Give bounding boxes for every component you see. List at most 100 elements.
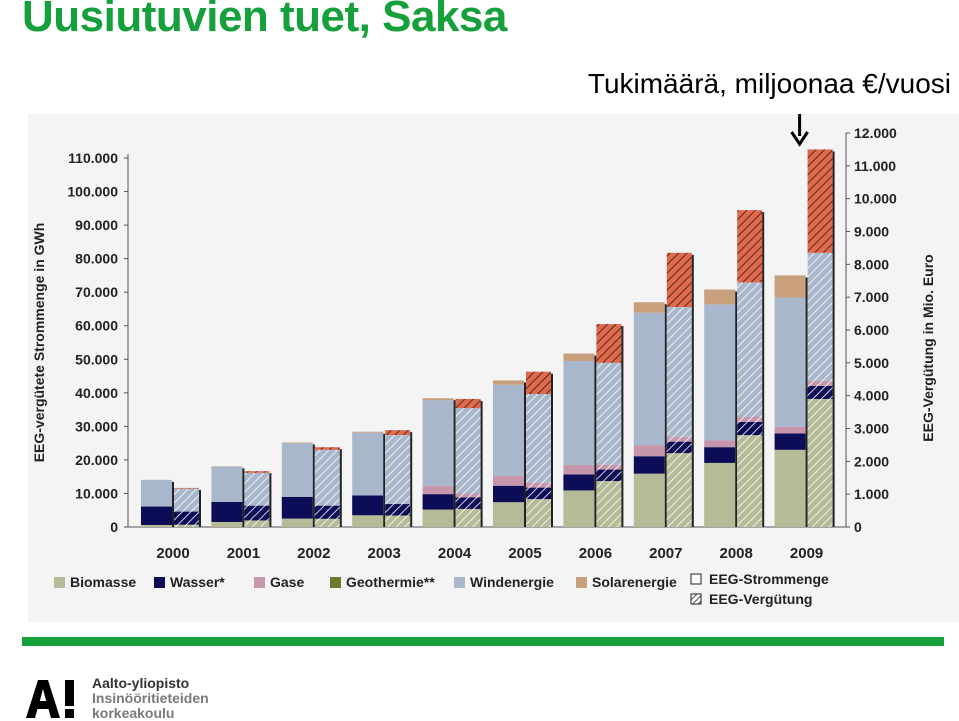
bar-strommenge-wasser	[563, 474, 595, 491]
right-tick-label: 1.000	[854, 486, 889, 502]
bar-strommenge-windenergie	[422, 400, 454, 486]
left-tick-label: 0	[110, 519, 118, 535]
bar-verguetung-solarenergie	[526, 371, 551, 395]
bar-strommenge-windenergie	[633, 312, 665, 446]
x-tick-label: 2007	[649, 545, 682, 562]
brand-line-3: korkeakoulu	[92, 705, 175, 721]
left-tick-label: 20.000	[75, 452, 118, 468]
bar-verguetung-solarenergie	[807, 149, 833, 253]
bar-strommenge-solarenergie	[281, 442, 313, 444]
bar-strommenge-biomasse	[774, 449, 806, 527]
bar-strommenge-solarenergie	[422, 398, 454, 401]
bar-verguetung-gase	[526, 482, 551, 488]
x-tick-label: 2000	[156, 545, 189, 562]
bar-verguetung-windenergie	[385, 435, 411, 505]
bar-strommenge-biomasse	[352, 515, 384, 527]
bar-shadow	[762, 212, 765, 527]
bar-verguetung-solarenergie	[455, 398, 481, 409]
right-tick-label: 5.000	[854, 355, 889, 371]
left-tick-label: 60.000	[75, 318, 118, 334]
bar-verguetung-windenergie	[455, 408, 481, 494]
bar-strommenge-biomasse	[563, 490, 595, 527]
bar-verguetung-windenergie	[807, 252, 833, 381]
left-tick-label: 90.000	[75, 217, 118, 233]
bar-verguetung-biomasse	[737, 435, 763, 527]
bar-verguetung-windenergie	[737, 282, 763, 418]
bar-verguetung-solarenergie	[737, 210, 763, 283]
bar-strommenge-wasser	[141, 506, 172, 525]
right-tick-label: 7.000	[854, 289, 889, 305]
bar-strommenge-gase	[493, 476, 524, 486]
bar-verguetung-windenergie	[244, 472, 270, 506]
bar-shadow	[172, 481, 174, 527]
x-tick-label: 2004	[438, 545, 472, 562]
bar-strommenge-wasser	[281, 496, 313, 519]
bar-verguetung-biomasse	[385, 515, 411, 527]
bar-verguetung-windenergie	[526, 394, 551, 483]
bar-shadow	[199, 489, 201, 527]
bar-strommenge-solarenergie	[352, 431, 384, 433]
bar-verguetung-wasser	[314, 505, 340, 519]
bar-shadow	[551, 373, 553, 527]
bar-shadow	[691, 254, 694, 527]
bar-shadow	[735, 291, 738, 527]
bar-verguetung-solarenergie	[385, 430, 411, 436]
bar-verguetung-gase	[737, 417, 763, 422]
left-tick-label: 30.000	[75, 418, 118, 434]
bar-verguetung-gase	[596, 464, 622, 470]
legend-label: Solarenergie	[592, 574, 677, 590]
x-tick-label: 2006	[579, 545, 612, 562]
legend-swatch	[576, 577, 587, 588]
bar-verguetung-solarenergie	[244, 471, 270, 473]
bar-strommenge-wasser	[633, 456, 665, 474]
x-tick-label: 2003	[368, 545, 401, 562]
bar-verguetung-solarenergie	[174, 487, 199, 489]
annotation-arrow-head	[790, 131, 809, 147]
bar-verguetung-gase	[666, 436, 692, 442]
right-tick-label: 0	[854, 519, 862, 535]
bar-verguetung-solarenergie	[314, 447, 340, 450]
bar-strommenge-gase	[704, 440, 736, 448]
bar-verguetung-solarenergie	[596, 324, 622, 363]
bar-strommenge-windenergie	[493, 384, 524, 477]
bar-strommenge-windenergie	[774, 297, 806, 427]
legend-type-label: EEG-Strommenge	[709, 571, 829, 587]
legend-swatch	[154, 577, 165, 588]
bar-strommenge-solarenergie	[704, 289, 736, 305]
bar-verguetung-gase	[455, 493, 481, 498]
bar-strommenge-windenergie	[211, 466, 243, 502]
bar-verguetung-wasser	[807, 385, 833, 399]
left-tick-label: 10.000	[75, 485, 118, 501]
right-tick-label: 12.000	[854, 125, 897, 141]
x-tick-label: 2005	[508, 545, 541, 562]
left-tick-label: 110.000	[68, 150, 118, 166]
chart-panel: 0 10.000 20.000 30.000 40.000 50.000 60.000 70.…	[28, 114, 959, 622]
bar-shadow	[480, 400, 483, 527]
bar-strommenge-gase	[422, 485, 454, 495]
bar-strommenge-solarenergie	[563, 353, 595, 361]
legend-label: Windenergie	[470, 574, 554, 590]
bar-verguetung-gase	[807, 380, 833, 386]
bar-shadow	[269, 473, 272, 527]
bar-shadow	[805, 277, 808, 527]
bar-strommenge-wasser	[493, 485, 524, 503]
bar-shadow	[621, 326, 624, 527]
bar-verguetung-biomasse	[314, 518, 340, 527]
bar-strommenge-wasser	[211, 501, 243, 522]
right-tick-label: 8.000	[854, 256, 889, 272]
right-tick-label: 11.000	[854, 158, 896, 174]
bar-verguetung-wasser	[596, 469, 622, 482]
right-tick-label: 3.000	[854, 421, 889, 437]
right-tick-label: 4.000	[854, 388, 889, 404]
bar-verguetung-windenergie	[314, 449, 340, 506]
bar-strommenge-biomasse	[281, 518, 313, 527]
bar-verguetung-biomasse	[666, 453, 692, 527]
bar-verguetung-wasser	[174, 511, 199, 525]
bar-shadow	[594, 355, 597, 527]
bar-shadow	[410, 432, 413, 527]
bar-strommenge-windenergie	[563, 360, 595, 465]
brand-line-1: Aalto-yliopisto	[92, 675, 190, 691]
x-tick-label: 2002	[297, 545, 330, 562]
bar-strommenge-wasser	[422, 494, 454, 510]
bar-shadow	[312, 444, 315, 527]
